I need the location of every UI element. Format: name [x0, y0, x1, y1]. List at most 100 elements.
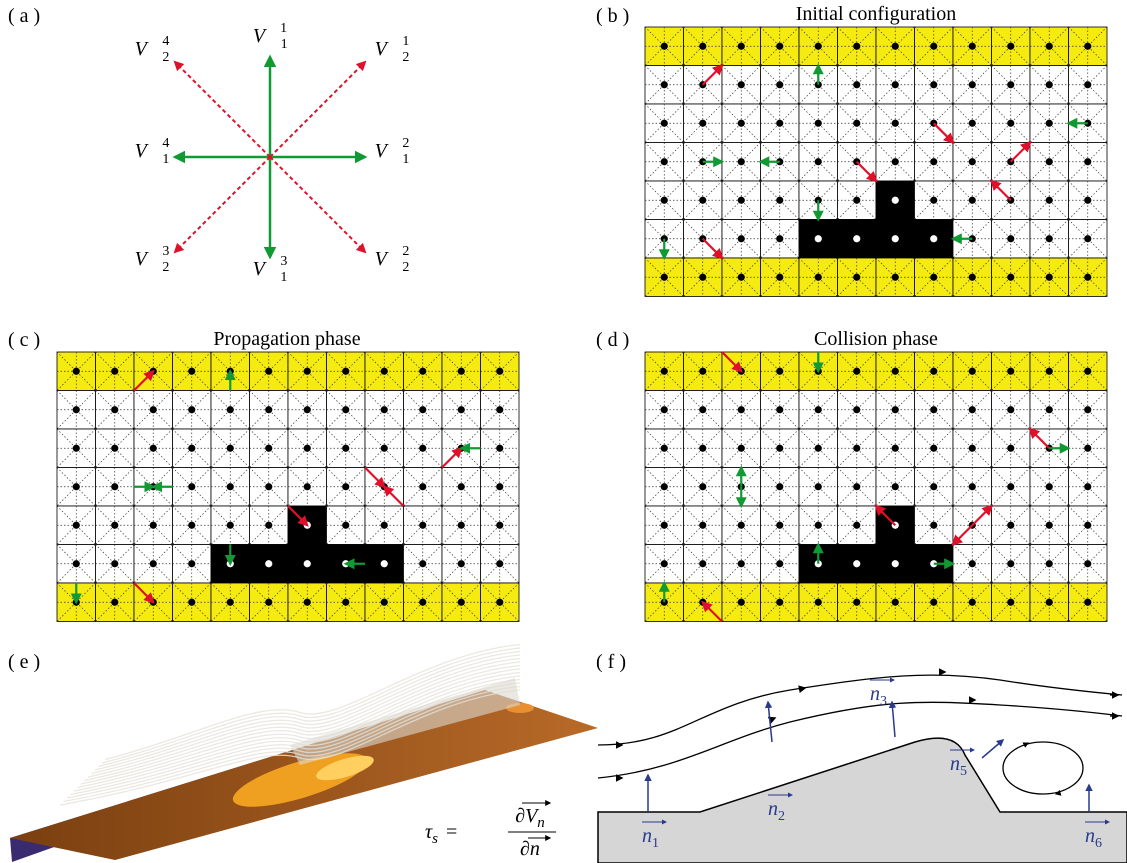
lattice-node: [968, 367, 976, 375]
vector-sup: 1: [280, 21, 287, 36]
ground: [597, 737, 1127, 863]
lattice-node: [303, 560, 311, 568]
lattice-node: [1084, 560, 1092, 568]
lattice-node: [1007, 42, 1015, 50]
lattice-node: [496, 483, 504, 491]
lattice-node: [265, 367, 273, 375]
normal-label: n5: [950, 753, 967, 779]
vector-sup: 1: [402, 34, 409, 49]
streamline: [101, 647, 521, 764]
lattice-node: [419, 483, 427, 491]
red-arrow: [133, 582, 155, 604]
normal-vector: [981, 739, 1005, 759]
lattice-node: [1007, 521, 1015, 529]
streamline: [91, 657, 521, 775]
lattice: [644, 351, 1108, 623]
lattice-node: [853, 196, 861, 204]
streamline: [87, 661, 521, 778]
lattice-node: [737, 158, 745, 166]
lattice-node: [891, 196, 899, 204]
vector-sub: 2: [162, 260, 169, 275]
lattice-node: [1045, 560, 1053, 568]
lattice-node: [1084, 158, 1092, 166]
lattice-node: [111, 521, 119, 529]
lattice-node: [1007, 483, 1015, 491]
lattice-node: [496, 598, 504, 606]
lattice-node: [737, 406, 745, 414]
lattice-node: [72, 406, 80, 414]
streamline-sheet: [290, 678, 520, 765]
lattice-node: [457, 483, 465, 491]
lattice-node: [699, 367, 707, 375]
vector-sup: 2: [402, 136, 409, 151]
normal-label: n2: [768, 798, 785, 824]
lattice-node: [188, 444, 196, 452]
normal-base: n: [1085, 825, 1095, 847]
lattice-node: [776, 119, 784, 127]
vector-label: V⃗13: [253, 254, 288, 285]
lattice-node: [72, 521, 80, 529]
vector-base: V⃗: [375, 248, 403, 270]
lattice-node: [380, 444, 388, 452]
lattice-node: [419, 444, 427, 452]
panel-title: Initial configuration: [796, 3, 957, 25]
lattice-node: [660, 521, 668, 529]
lattice-node: [776, 42, 784, 50]
vector-base: V⃗: [375, 38, 403, 60]
lattice-node: [891, 42, 899, 50]
lattice-node: [968, 483, 976, 491]
lattice-node: [853, 444, 861, 452]
lattice-node: [1045, 196, 1053, 204]
lattice-node: [853, 119, 861, 127]
lattice-node: [660, 483, 668, 491]
lattice-node: [419, 598, 427, 606]
normal-vector: [764, 700, 773, 743]
red-arrow: [932, 122, 955, 145]
lattice-node: [265, 406, 273, 414]
vector-sub: 2: [402, 50, 409, 65]
lattice-node: [380, 560, 388, 568]
lattice-node: [188, 367, 196, 375]
lattice-node: [342, 483, 350, 491]
vector-label: V⃗12: [375, 136, 410, 167]
equation-lhs-sub: s: [432, 831, 438, 847]
lattice-node: [342, 598, 350, 606]
vector-base: V⃗: [135, 248, 163, 270]
lattice-node: [419, 521, 427, 529]
lattice-node: [737, 196, 745, 204]
vector-label: V⃗14: [135, 136, 170, 167]
lattice-node: [699, 406, 707, 414]
lattice-node: [737, 81, 745, 89]
lattice-node: [776, 560, 784, 568]
lattice-node: [660, 196, 668, 204]
lattice-node: [72, 444, 80, 452]
lattice-node: [737, 273, 745, 281]
lattice-node: [149, 521, 157, 529]
lattice-node: [814, 444, 822, 452]
flow-arrowhead: [767, 716, 777, 724]
lattice-node: [380, 521, 388, 529]
lattice-node: [891, 235, 899, 243]
lattice-node: [188, 406, 196, 414]
vector-base: V⃗: [135, 38, 163, 60]
streamline: [84, 664, 521, 782]
equation: τs =: [425, 821, 457, 847]
vector-base: V⃗: [253, 258, 281, 280]
normal-base: n: [768, 798, 778, 820]
vector-sup: 3: [162, 244, 169, 259]
lattice-node: [776, 81, 784, 89]
streamline: [98, 650, 521, 768]
lattice-node: [891, 483, 899, 491]
red-arrow: [721, 351, 743, 373]
lattice-node: [891, 406, 899, 414]
vector-sup: 4: [162, 136, 169, 151]
lattice-node: [496, 367, 504, 375]
vector-sup: 2: [402, 244, 409, 259]
vector-sub: 2: [402, 260, 409, 275]
red-arrow: [441, 446, 463, 469]
lattice-node: [149, 560, 157, 568]
lattice-node: [1045, 81, 1053, 89]
lattice-node: [853, 521, 861, 529]
panel-title: Collision phase: [814, 328, 938, 350]
normal-label: n1: [642, 825, 659, 851]
